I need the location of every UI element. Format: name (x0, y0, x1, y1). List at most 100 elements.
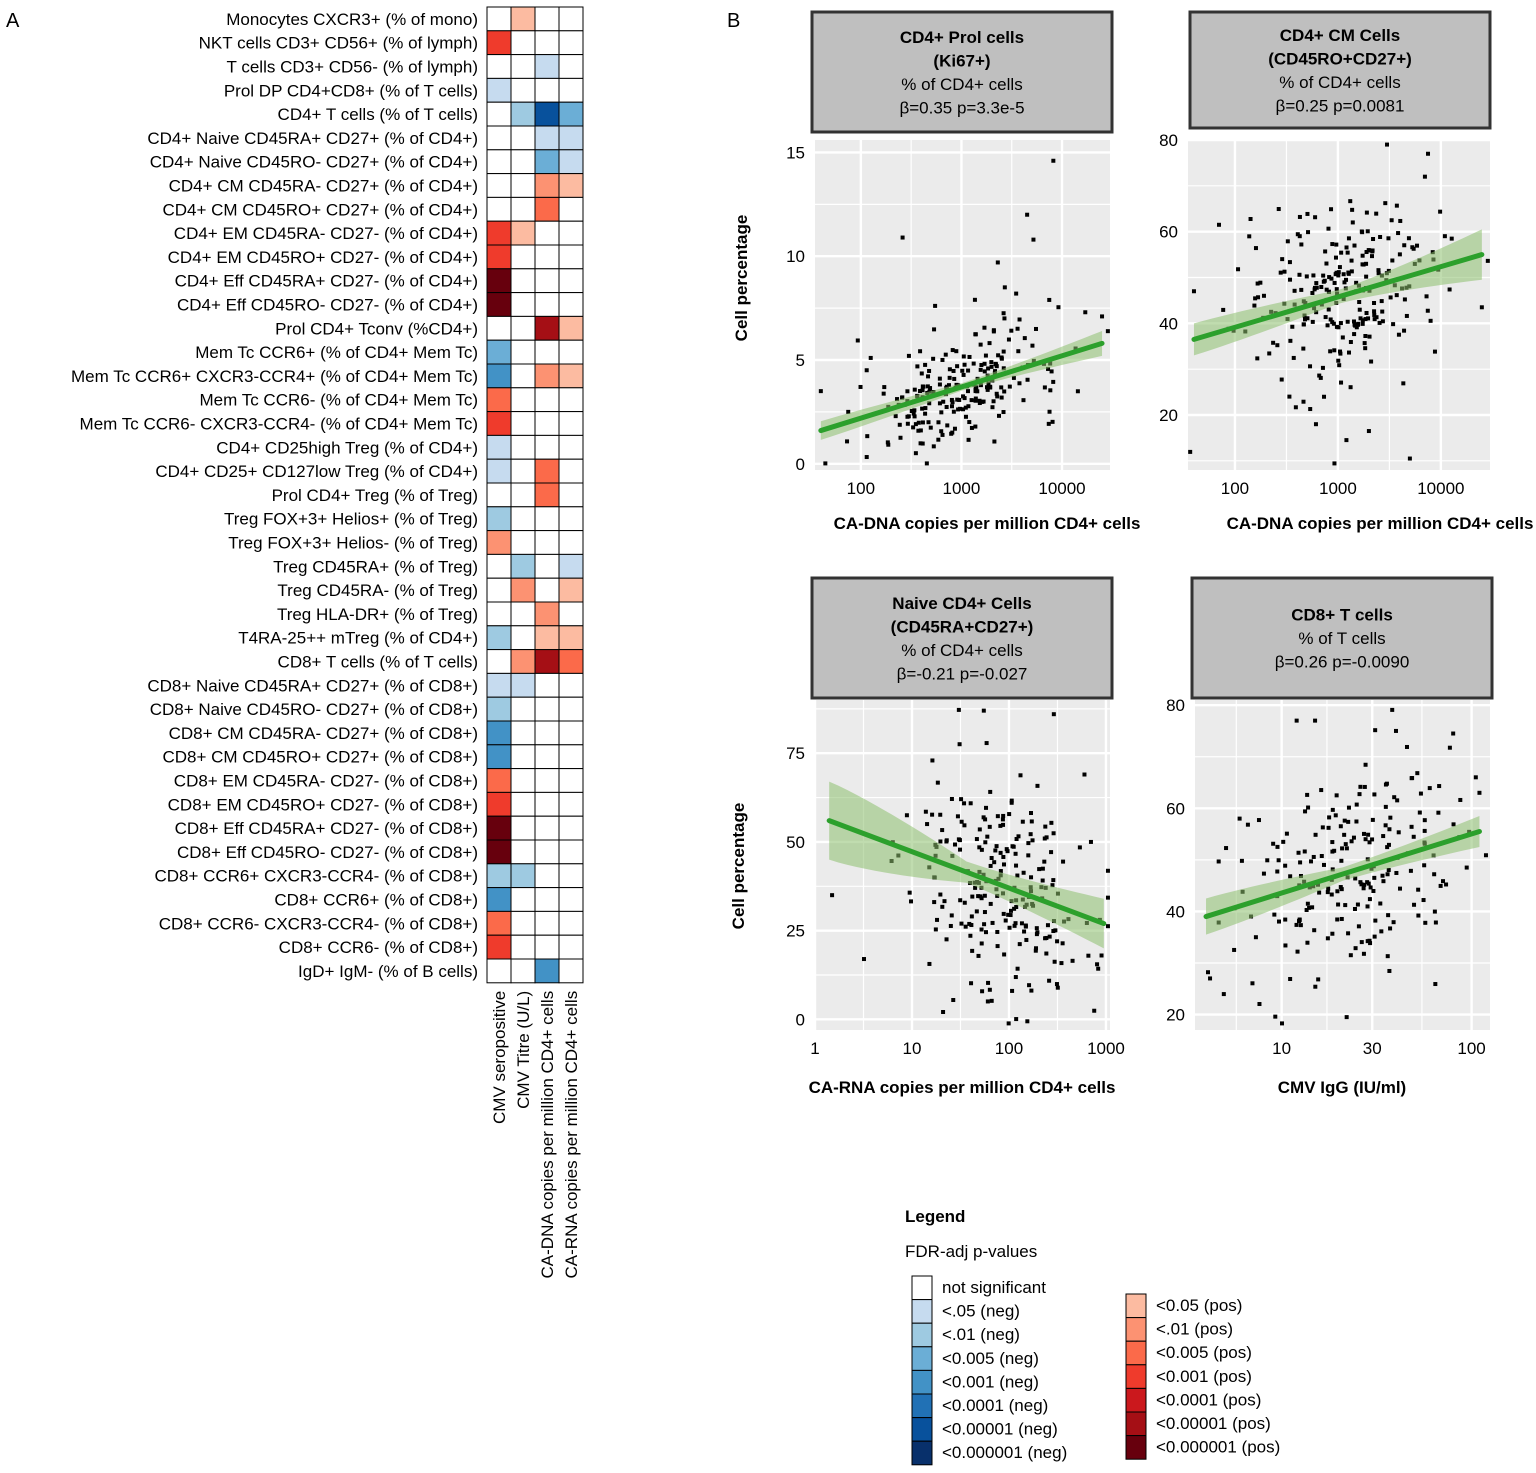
data-point (1447, 745, 1452, 750)
data-point (1013, 975, 1018, 980)
data-point (990, 405, 995, 410)
data-point (935, 917, 940, 922)
heatmap-cell (510, 173, 536, 198)
data-point (1358, 784, 1363, 789)
heatmap-cell (510, 601, 536, 627)
data-point (936, 437, 941, 442)
data-point (905, 421, 910, 426)
data-point (1326, 307, 1331, 312)
data-point (1028, 832, 1033, 837)
heatmap-cell (510, 958, 536, 984)
heatmap-row-label: Mem Tc CCR6+ (% of CD4+ Mem Tc) (195, 343, 478, 362)
data-point (1021, 398, 1026, 403)
facet-title-line: CD8+ T cells (1291, 606, 1393, 625)
data-point (989, 855, 994, 860)
data-point (1046, 366, 1051, 371)
data-point (1256, 818, 1261, 823)
data-point (1275, 869, 1280, 874)
data-point (1334, 324, 1339, 329)
heatmap-cell (534, 887, 560, 912)
data-point (946, 383, 951, 388)
data-point (938, 839, 943, 844)
data-point (1330, 242, 1335, 247)
heatmap-cell (486, 672, 512, 698)
heatmap-cell (558, 6, 584, 32)
data-point (1345, 319, 1350, 324)
data-point (1001, 311, 1006, 316)
facet-title-line: % of T cells (1298, 629, 1385, 648)
legend-swatch (1125, 1293, 1147, 1319)
data-point (1034, 926, 1039, 931)
data-point (864, 368, 869, 373)
data-point (976, 953, 981, 958)
data-point (1362, 882, 1367, 887)
data-point (1337, 265, 1342, 270)
data-point (982, 361, 987, 366)
data-point (1373, 728, 1378, 733)
data-point (940, 904, 945, 909)
data-point (1370, 248, 1375, 253)
heatmap-cell (486, 268, 512, 294)
x-axis-title: CMV IgG (IU/ml) (1278, 1078, 1406, 1097)
heatmap-cell (486, 363, 512, 389)
data-point (1014, 863, 1019, 868)
plot-background (1195, 700, 1490, 1030)
data-point (988, 863, 993, 868)
y-tick-label: 40 (1166, 902, 1185, 921)
data-point (1224, 846, 1229, 851)
data-point (1313, 422, 1318, 427)
heatmap-row-label: CD4+ CM CD45RA- CD27+ (% of CD4+) (169, 177, 478, 196)
data-point (1365, 904, 1370, 909)
data-point (1345, 250, 1350, 255)
data-point (1381, 834, 1386, 839)
heatmap-row-label: Treg CD45RA+ (% of Treg) (273, 557, 478, 576)
data-point (986, 381, 991, 386)
data-point (937, 382, 942, 387)
legend-item-label: <0.0001 (pos) (1156, 1390, 1261, 1409)
data-point (956, 707, 961, 712)
data-point (1346, 931, 1351, 936)
heatmap-row-label: CD8+ CM CD45RA- CD27+ (% of CD8+) (169, 724, 478, 743)
y-tick-label: 25 (786, 922, 805, 941)
data-point (940, 357, 945, 362)
heatmap-cell (558, 649, 584, 674)
data-point (1356, 322, 1361, 327)
data-point (1367, 334, 1372, 339)
data-point (1002, 952, 1007, 957)
data-point (1338, 885, 1343, 890)
data-point (1314, 310, 1319, 315)
data-point (1318, 375, 1323, 380)
data-point (1304, 274, 1309, 279)
data-point (1354, 802, 1359, 807)
heatmap-cell (558, 791, 584, 817)
data-point (1377, 320, 1382, 325)
heatmap-cell (510, 149, 536, 175)
data-point (1042, 385, 1047, 390)
data-point (1442, 234, 1447, 239)
heatmap-row-label: CD4+ Eff CD45RA+ CD27- (% of CD4+) (175, 272, 478, 291)
data-point (823, 461, 828, 466)
data-point (1361, 886, 1366, 891)
data-point (1339, 380, 1344, 385)
heatmap-row-label: Mem Tc CCR6+ CXCR3-CCR4+ (% of CD4+ Mem … (71, 367, 478, 386)
facet-title-line: β=0.35 p=3.3e-5 (899, 98, 1024, 117)
data-point (988, 384, 993, 389)
data-point (1276, 207, 1281, 212)
data-point (1325, 936, 1330, 941)
data-point (1297, 272, 1302, 277)
data-point (1075, 389, 1080, 394)
data-point (1428, 318, 1433, 323)
data-point (1423, 920, 1428, 925)
heatmap-cell (558, 363, 584, 389)
data-point (923, 362, 928, 367)
data-point (987, 824, 992, 829)
heatmap-cell (558, 553, 584, 579)
heatmap-row-label: CD8+ T cells (% of T cells) (278, 653, 478, 672)
data-point (918, 441, 923, 446)
data-point (904, 813, 909, 818)
data-point (920, 388, 925, 393)
data-point (1346, 236, 1351, 241)
heatmap-cell (534, 910, 560, 936)
y-tick-label: 75 (786, 744, 805, 763)
data-point (963, 414, 968, 419)
